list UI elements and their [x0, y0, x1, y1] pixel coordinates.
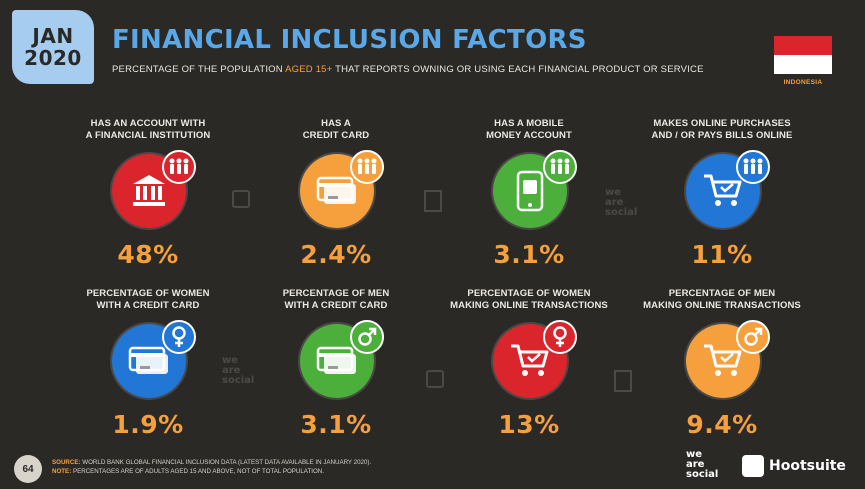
factor-icon-wrap [489, 150, 577, 230]
factor-value: 2.4% [300, 240, 372, 269]
factor-label: PERCENTAGE OF WOMEN WITH A CREDIT CARD [86, 288, 210, 311]
watermark-kepios-icon [424, 190, 442, 212]
factor-value: 11% [691, 240, 753, 269]
subtitle-pre: PERCENTAGE OF THE POPULATION [112, 64, 286, 75]
country-label: INDONESIA [783, 79, 823, 86]
people-icon [350, 150, 384, 184]
factor-icon-wrap [489, 320, 577, 400]
subtitle-post: THAT REPORTS OWNING OR USING EACH FINANC… [332, 64, 704, 75]
watermark-kepios-icon-2 [614, 370, 632, 392]
factor-item: PERCENTAGE OF WOMEN WITH A CREDIT CARD 1.9… [48, 282, 248, 439]
subtitle-highlight: AGED 15+ [285, 64, 333, 75]
factor-label: PERCENTAGE OF MEN MAKING ONLINE TRANSACTI… [643, 288, 801, 311]
page-title: FINANCIAL INCLUSION FACTORS [112, 25, 587, 55]
hootsuite-text: Hootsuite [769, 458, 846, 474]
factor-icon-wrap [108, 150, 196, 230]
factor-icon-wrap [682, 320, 770, 400]
date-month: JAN [32, 24, 74, 48]
factor-value: 9.4% [686, 410, 758, 439]
factor-item: HAS AN ACCOUNT WITH A FINANCIAL INSTITUTI… [48, 112, 248, 269]
people-icon [543, 150, 577, 184]
factor-item: MAKES ONLINE PURCHASES AND / OR PAYS BILL… [622, 112, 822, 269]
hootsuite-owl-icon [742, 455, 764, 477]
factor-value: 13% [498, 410, 560, 439]
factor-label: HAS AN ACCOUNT WITH A FINANCIAL INSTITUTI… [85, 118, 211, 141]
female-icon [543, 320, 577, 354]
people-icon [736, 150, 770, 184]
watermark-owl-icon-2 [426, 370, 444, 388]
male-icon [736, 320, 770, 354]
shopping-cart-icon [493, 324, 567, 398]
factor-item: PERCENTAGE OF MEN WITH A CREDIT CARD 3.1% [236, 282, 436, 439]
watermark-brand: we are social [605, 187, 638, 218]
page-subtitle: PERCENTAGE OF THE POPULATION AGED 15+ TH… [112, 64, 704, 75]
factor-item: PERCENTAGE OF WOMEN MAKING ONLINE TRANSAC… [429, 282, 629, 439]
factor-label: HAS A MOBILE MONEY ACCOUNT [486, 118, 572, 141]
source-label: SOURCE: [52, 459, 81, 466]
page-number: 64 [14, 455, 42, 483]
male-icon [350, 320, 384, 354]
source-note: SOURCE: WORLD BANK GLOBAL FINANCIAL INCL… [52, 458, 371, 476]
factor-value: 3.1% [300, 410, 372, 439]
factor-label: PERCENTAGE OF WOMEN MAKING ONLINE TRANSAC… [450, 288, 608, 311]
factor-icon-wrap [108, 320, 196, 400]
watermark-owl-icon [232, 190, 250, 208]
factor-label: PERCENTAGE OF MEN WITH A CREDIT CARD [282, 288, 390, 311]
factor-value: 3.1% [493, 240, 565, 269]
people-icon [162, 150, 196, 184]
factor-value: 48% [117, 240, 179, 269]
note-label: NOTE: [52, 468, 72, 475]
we-are-social-logo: we are social [686, 449, 719, 480]
date-year: 2020 [24, 46, 82, 70]
date-badge: JAN 2020 [12, 10, 94, 84]
indonesia-flag-icon [774, 36, 832, 74]
factor-item: HAS A CREDIT CARD 2.4% [236, 112, 436, 269]
factor-icon-wrap [296, 150, 384, 230]
factor-item: HAS A MOBILE MONEY ACCOUNT 3.1% [429, 112, 629, 269]
female-icon [162, 320, 196, 354]
factor-label: MAKES ONLINE PURCHASES AND / OR PAYS BILL… [651, 118, 793, 141]
hootsuite-logo: Hootsuite [742, 455, 846, 477]
source-text: WORLD BANK GLOBAL FINANCIAL INCLUSION DA… [80, 459, 372, 466]
shopping-cart-icon [686, 324, 760, 398]
watermark-brand-2: we are social [222, 355, 255, 386]
factor-icon-wrap [682, 150, 770, 230]
factor-label: HAS A CREDIT CARD [302, 118, 370, 141]
factor-item: PERCENTAGE OF MEN MAKING ONLINE TRANSACTI… [622, 282, 822, 439]
note-text: PERCENTAGES ARE OF ADULTS AGED 15 AND AB… [71, 468, 324, 475]
factor-value: 1.9% [112, 410, 184, 439]
factor-icon-wrap [296, 320, 384, 400]
